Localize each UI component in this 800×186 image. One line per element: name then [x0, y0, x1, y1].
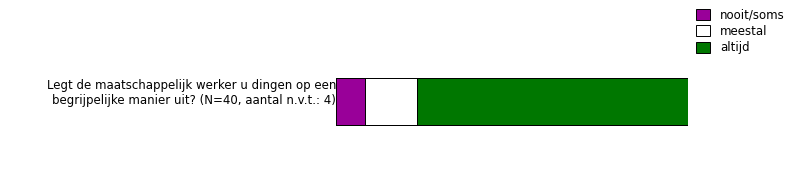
Bar	[417, 78, 688, 125]
Bar	[366, 78, 417, 125]
Text: Legt de maatschappelijk werker u dingen op een
begrijpelijke manier uit? (N=40, : Legt de maatschappelijk werker u dingen …	[46, 79, 336, 107]
Legend: nooit/soms, meestal, altijd: nooit/soms, meestal, altijd	[694, 6, 787, 57]
Bar	[336, 78, 366, 125]
